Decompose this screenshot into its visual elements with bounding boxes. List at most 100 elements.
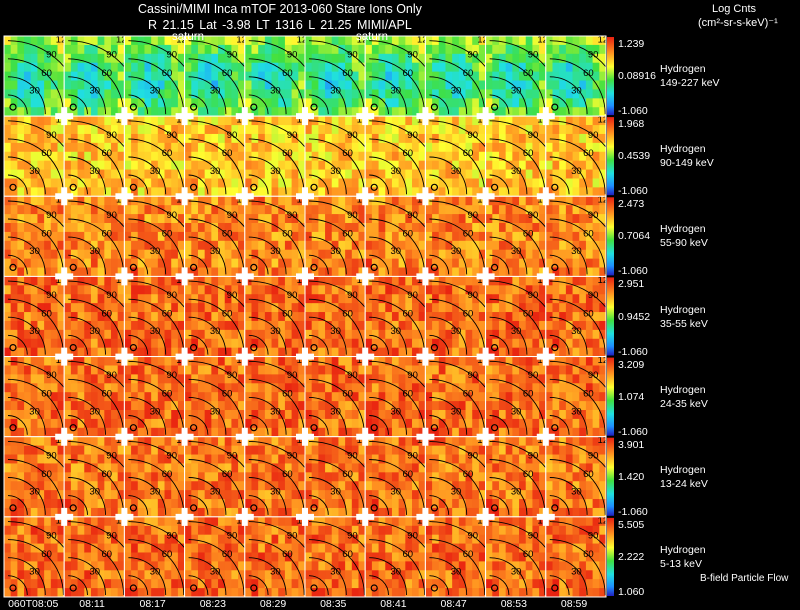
heatmap-cell [64, 142, 72, 153]
heatmap-cell [452, 240, 460, 251]
heatmap-cell [378, 151, 386, 162]
heatmap-cell [498, 187, 507, 197]
heatmap-cell [505, 374, 513, 384]
heatmap-cell [599, 258, 607, 268]
heatmap-cell [137, 454, 145, 464]
heatmap-cell [258, 445, 266, 455]
heatmap-cell [478, 160, 486, 170]
heatmap-cell [231, 231, 239, 242]
heatmap-cell [512, 392, 520, 402]
heatmap-cell [425, 107, 433, 117]
heatmap-cell [492, 178, 500, 188]
heatmap-cell [445, 249, 453, 260]
heatmap-cell [70, 285, 78, 295]
heatmap-cell [177, 392, 185, 402]
heatmap-cell [398, 62, 406, 73]
contour-label: 30 [571, 246, 582, 257]
heatmap-cell [465, 374, 473, 384]
heatmap-cell [412, 133, 420, 144]
heatmap-cell [418, 98, 426, 108]
heatmap-cell [465, 267, 473, 277]
heatmap-cell [532, 89, 540, 99]
heatmap-cell [144, 294, 152, 304]
heatmap-cell [552, 249, 560, 260]
heatmap-cell [365, 205, 373, 215]
contour-line [549, 120, 624, 195]
heatmap-cell [545, 71, 553, 81]
heatmap-cell [492, 329, 500, 340]
heatmap-cell [197, 463, 206, 473]
heatmap-cell [204, 258, 212, 268]
heatmap-cell [472, 410, 480, 420]
heatmap-cell [485, 169, 493, 179]
heatmap-cell [10, 401, 18, 411]
heatmap-cell [298, 116, 306, 126]
heatmap-cell [57, 160, 65, 170]
heatmap-cell [284, 160, 293, 170]
contour-label: 60 [403, 68, 414, 79]
heatmap-cell [258, 392, 266, 402]
heatmap-cell [325, 294, 333, 304]
heatmap-cell [425, 294, 433, 304]
heatmap-cell [585, 231, 594, 242]
heatmap-cell [579, 151, 587, 162]
heatmap-cell [258, 98, 266, 108]
heatmap-cell [197, 116, 206, 126]
contour-label: 90 [106, 450, 117, 461]
heatmap-cell [525, 329, 533, 340]
heatmap-cell [559, 44, 567, 55]
heatmap-cell [211, 490, 219, 500]
heatmap-cell [391, 365, 400, 375]
heatmap-cell [398, 98, 406, 108]
heatmap-cell [405, 133, 413, 144]
heatmap-cell [478, 427, 486, 438]
heatmap-cell [44, 89, 52, 99]
heatmap-cell [4, 178, 12, 188]
heatmap-cell [157, 347, 165, 357]
heatmap-cell [559, 80, 567, 90]
heatmap-cell [17, 312, 25, 322]
contour-label: 60 [403, 148, 414, 159]
heatmap-cell [391, 427, 400, 438]
heatmap-cell [64, 427, 72, 438]
heatmap-cell [579, 285, 587, 295]
heatmap-cell [271, 169, 279, 179]
heatmap-cell [512, 418, 520, 429]
heatmap-cell [458, 223, 466, 233]
heatmap-cell [385, 62, 393, 73]
heatmap-cell [84, 214, 92, 224]
heatmap-cell [559, 356, 567, 366]
heatmap-cell [391, 98, 400, 108]
heatmap-cell [539, 392, 547, 402]
heatmap-cell [519, 223, 527, 233]
heatmap-cell [452, 133, 460, 144]
heatmap-cell [278, 374, 286, 384]
heatmap-cell [218, 223, 226, 233]
heatmap-cell [331, 223, 339, 233]
heatmap-cell [278, 36, 286, 46]
heatmap-cell [224, 36, 232, 46]
heatmap-cell [30, 499, 38, 509]
heatmap-cell [338, 303, 346, 313]
heatmap-cell [64, 418, 72, 429]
heatmap-cell [84, 142, 92, 153]
contour-label: 60 [102, 309, 113, 320]
heatmap-cell [358, 89, 366, 99]
heatmap-cell [445, 44, 453, 55]
heatmap-cell [131, 249, 139, 260]
heatmap-cell [472, 249, 480, 260]
heatmap-cell [418, 187, 426, 197]
heatmap-cell [238, 36, 246, 46]
heatmap-cell [445, 80, 453, 90]
heatmap-cell [358, 214, 366, 224]
heatmap-cell [298, 71, 306, 81]
heatmap-cell [224, 80, 232, 90]
heatmap-cell [97, 392, 105, 402]
heatmap-cell [17, 187, 25, 197]
heatmap-cell [412, 116, 420, 126]
heatmap-cell [579, 356, 587, 366]
heatmap-cell [117, 240, 125, 251]
heatmap-cell [505, 231, 513, 242]
heatmap-cell [559, 53, 567, 64]
